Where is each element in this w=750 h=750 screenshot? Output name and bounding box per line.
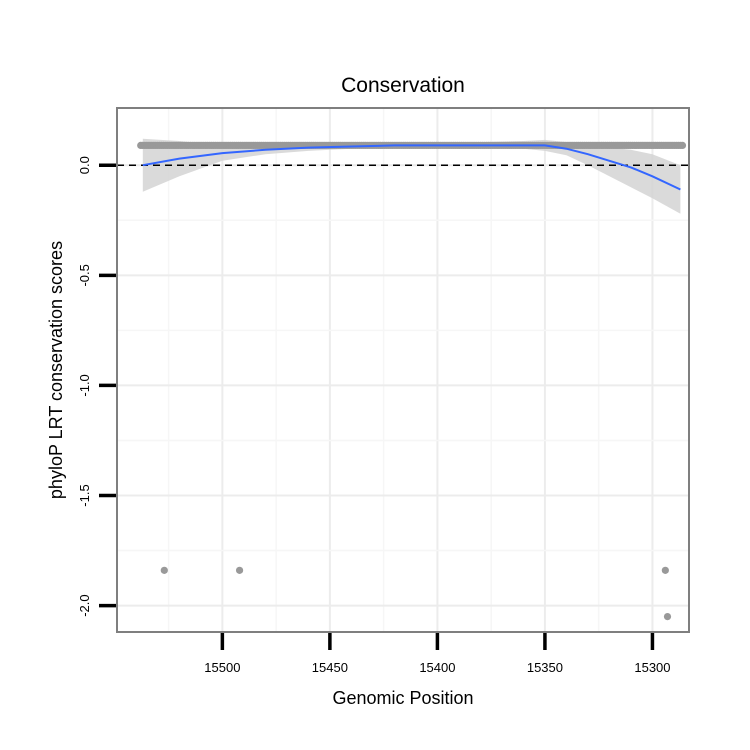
y-tick-label: 0.0	[77, 156, 92, 174]
x-axis-title: Genomic Position	[332, 688, 473, 708]
y-tick-label: -1.5	[77, 484, 92, 506]
y-tick-label: -2.0	[77, 594, 92, 616]
y-tick-label: -0.5	[77, 264, 92, 286]
smooth-line-layer	[142, 144, 681, 191]
outlier-point	[235, 566, 244, 574]
y-axis: 0.0 -0.5 -1.0 -1.5 -2.0	[77, 156, 116, 617]
plot-panel-border	[116, 107, 690, 633]
outlier-point	[663, 612, 672, 621]
smooth-line	[142, 144, 681, 191]
data-points	[137, 141, 687, 621]
outlier-point	[160, 566, 168, 574]
y-axis-title: phyloP LRT conservation scores	[46, 241, 66, 499]
outlier-point	[661, 566, 669, 574]
confidence-ribbon	[142, 138, 681, 214]
confidence-ribbon-layer	[142, 138, 681, 214]
x-tick-label: 15500	[204, 660, 240, 675]
y-tick-label: -1.0	[77, 374, 92, 396]
x-axis: 15500 15450 15400 15350 15300	[204, 633, 671, 675]
x-tick-label: 15400	[419, 660, 455, 675]
x-tick-label: 15300	[634, 660, 670, 675]
x-tick-label: 15450	[312, 660, 348, 675]
data-point	[678, 141, 687, 149]
grid-lines	[117, 108, 689, 632]
chart-title: Conservation	[341, 74, 465, 97]
x-tick-label: 15350	[527, 660, 563, 675]
